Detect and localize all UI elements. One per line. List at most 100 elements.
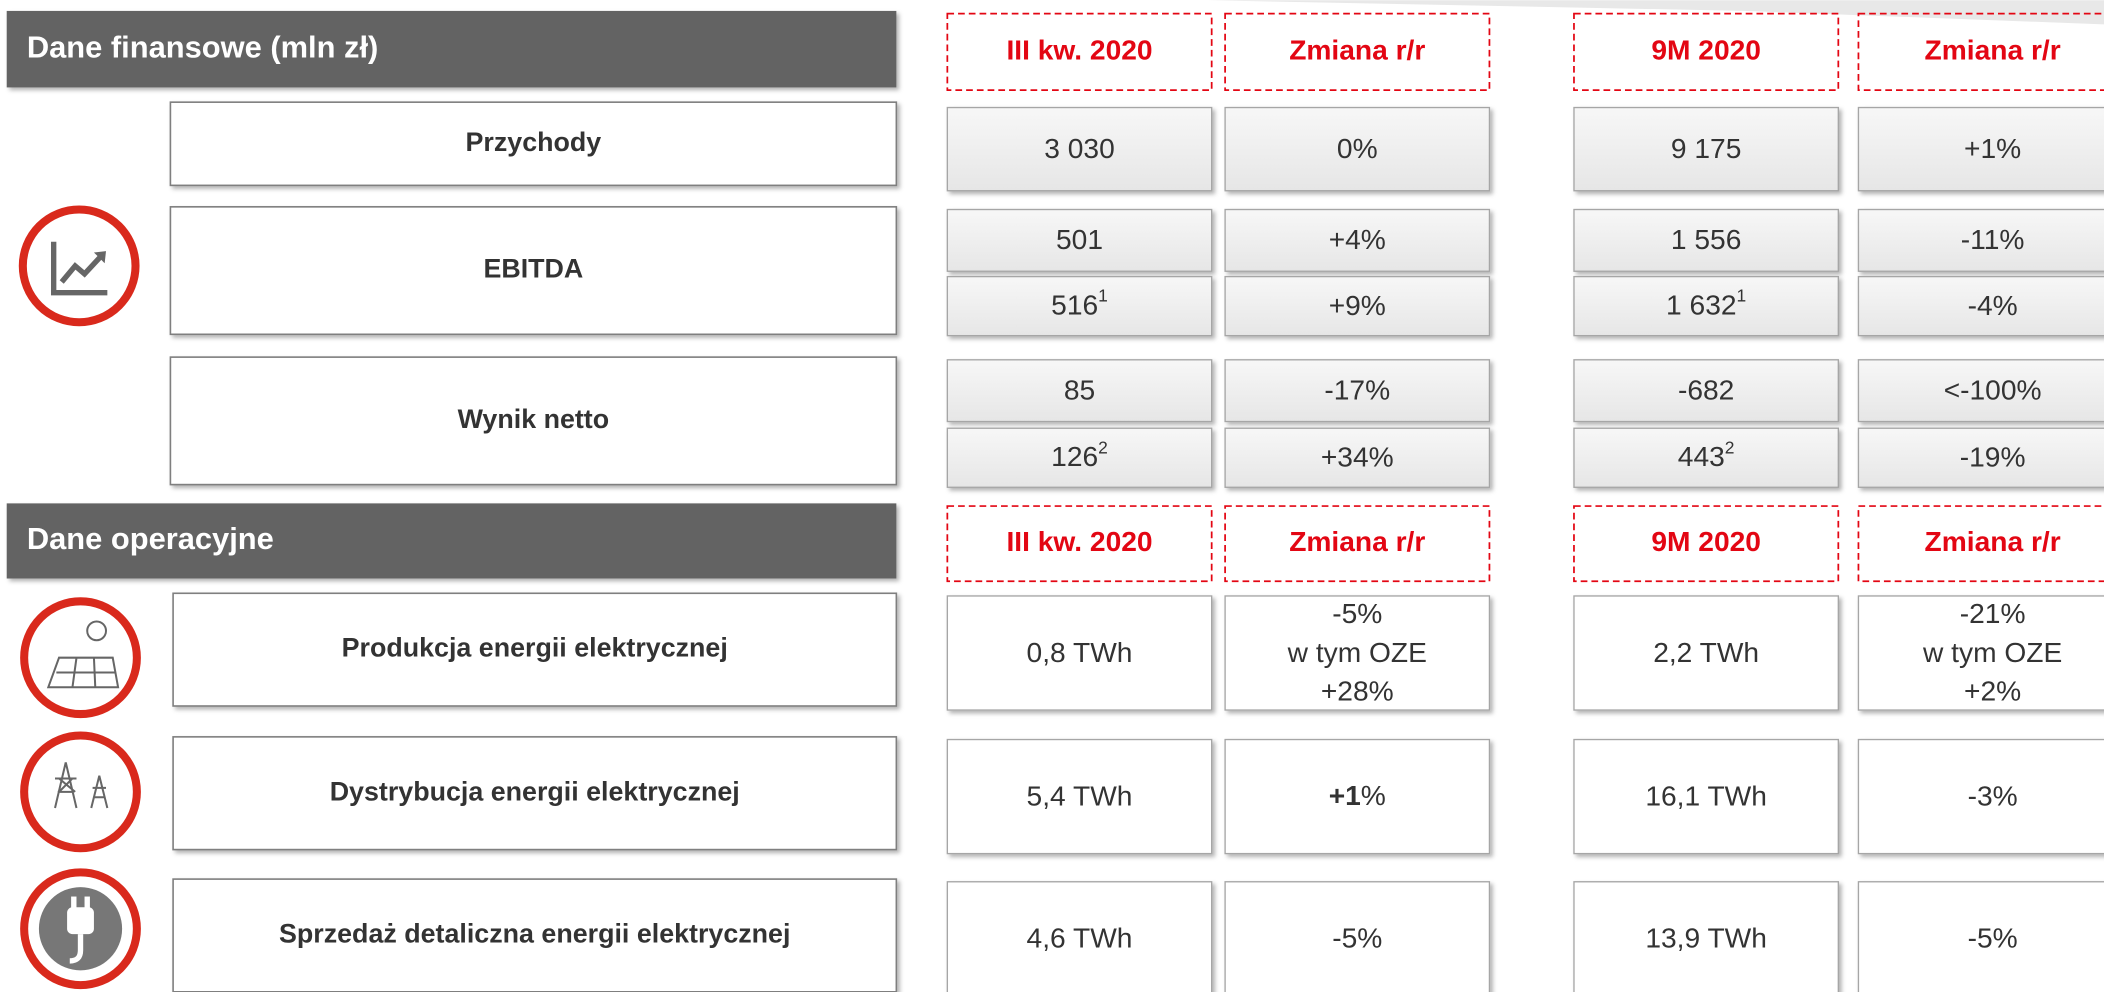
- cell-footnote: 2: [1098, 437, 1108, 457]
- value-cell: [1857, 208, 2104, 272]
- cell-text: 0,8 TWh: [1027, 636, 1133, 668]
- value-cell: [1573, 595, 1839, 711]
- row-label-box: [172, 736, 898, 851]
- section-bar: [6, 10, 897, 88]
- value-cell: [1224, 275, 1491, 337]
- cell-text: 5,4 TWh: [1027, 779, 1133, 811]
- value-cell: [1573, 208, 1839, 272]
- value-cell: [1573, 738, 1839, 855]
- cell-value: %: [1361, 779, 1386, 811]
- value-cell: [1573, 881, 1839, 992]
- cell-text: 0%: [1337, 132, 1378, 164]
- value-cell: [1573, 106, 1839, 192]
- row-label: Sprzedaż detaliczna energii elektrycznej: [279, 919, 790, 949]
- value-cell: [1573, 359, 1839, 423]
- icon-plug: [20, 868, 141, 990]
- row-label-box: [169, 356, 898, 486]
- cell-text: -11%: [1961, 223, 2025, 255]
- cell-text: 9 175: [1671, 132, 1741, 164]
- cell-text: +34%: [1321, 441, 1394, 473]
- column-header: Zmiana r/r: [1289, 525, 1425, 557]
- column-header: Zmiana r/r: [1925, 33, 2061, 65]
- icon-chart: [18, 205, 140, 327]
- cell-footnote: 1: [1098, 285, 1108, 305]
- cell-text: -682: [1678, 373, 1734, 405]
- row-label-box: [169, 206, 898, 336]
- cell-text: <-100%: [1944, 373, 2042, 405]
- value-cell: [1224, 359, 1491, 423]
- value-cell: [946, 738, 1213, 855]
- value-cell: [1857, 738, 2104, 855]
- row-label: Dystrybucja energii elektrycznej: [330, 776, 740, 806]
- cell-text: +2%: [1964, 675, 2021, 707]
- row-label: Wynik netto: [458, 404, 610, 434]
- cell-text: 85: [1064, 373, 1095, 405]
- column-header: III kw. 2020: [1006, 33, 1152, 65]
- cell-value: 443: [1678, 441, 1725, 473]
- column-header: 9M 2020: [1651, 525, 1761, 557]
- header-box: [1573, 12, 1840, 91]
- cell-text: 5161: [1051, 285, 1108, 321]
- cell-text: 13,9 TWh: [1645, 922, 1767, 954]
- icon-solar: [20, 597, 141, 719]
- cell-text: 1 556: [1671, 223, 1741, 255]
- cell-text: w tym OZE: [1922, 636, 2062, 668]
- cell-text: -5%: [1332, 922, 1382, 954]
- value-cell: [1224, 738, 1491, 855]
- header-box: [1224, 505, 1491, 583]
- value-cell: [946, 359, 1213, 423]
- cell-strong: +1: [1329, 779, 1361, 811]
- column-header: III kw. 2020: [1006, 525, 1152, 557]
- column-header: Zmiana r/r: [1925, 525, 2061, 557]
- cell-text: -3%: [1968, 779, 2018, 811]
- cell-value: 1 632: [1666, 289, 1736, 321]
- cell-text: -21%: [1960, 597, 2026, 629]
- cell-text: +28%: [1321, 675, 1394, 707]
- cell-text: -4%: [1968, 289, 2018, 321]
- column-header: Zmiana r/r: [1289, 33, 1425, 65]
- row-label: Produkcja energii elektrycznej: [342, 633, 728, 663]
- row-label-box: [169, 101, 898, 187]
- value-cell: [1857, 427, 2104, 488]
- value-cell: [1573, 427, 1839, 488]
- row-label-box: [172, 878, 898, 992]
- cell-text: +4%: [1329, 223, 1386, 255]
- value-cell: [1857, 595, 2104, 711]
- cell-text: 1 6321: [1666, 285, 1746, 321]
- cell-footnote: 1: [1737, 285, 1747, 305]
- section-title: Dane operacyjne: [27, 521, 274, 556]
- cell-text: +9%: [1329, 289, 1386, 321]
- section-bar: [6, 503, 897, 579]
- cell-text: +1%: [1964, 132, 2021, 164]
- row-label: EBITDA: [483, 254, 583, 284]
- cell-value: 516: [1051, 289, 1098, 321]
- value-cell: [946, 881, 1213, 992]
- cell-text: 16,1 TWh: [1645, 779, 1767, 811]
- column-header: 9M 2020: [1651, 33, 1761, 65]
- value-cell: [1857, 359, 2104, 423]
- value-cell: [946, 106, 1213, 192]
- cell-text: w tym OZE: [1287, 636, 1427, 668]
- cell-text: -5%: [1968, 922, 2018, 954]
- value-cell: [946, 595, 1213, 711]
- icon-pylons: [20, 731, 141, 853]
- value-cell: [946, 427, 1213, 488]
- cell-text: 4,6 TWh: [1027, 922, 1133, 954]
- value-cell: [1224, 881, 1491, 992]
- cell-text: 1262: [1051, 437, 1108, 473]
- cell-text: 3 030: [1044, 132, 1114, 164]
- value-cell: [1224, 427, 1491, 488]
- value-cell: [1857, 106, 2104, 192]
- value-cell: [1857, 275, 2104, 337]
- row-label-box: [172, 592, 898, 707]
- cell-footnote: 2: [1725, 437, 1735, 457]
- cell-text: +1%: [1329, 779, 1386, 811]
- decor: [1207, 0, 2104, 25]
- row-label: Przychody: [466, 127, 602, 157]
- value-cell: [1224, 595, 1491, 711]
- cell-text: -19%: [1960, 441, 2026, 473]
- section-title: Dane finansowe (mln zł): [27, 29, 379, 64]
- value-cell: [1224, 106, 1491, 192]
- cell-text: -17%: [1324, 373, 1390, 405]
